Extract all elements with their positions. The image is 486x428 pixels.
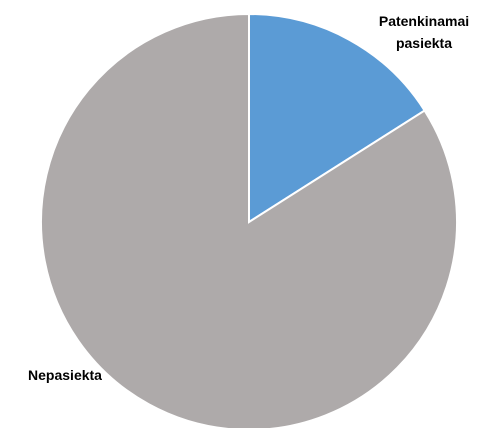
- pie-slice: [40, 12, 458, 428]
- slice-label: Patenkinamai pasiekta: [378, 13, 470, 51]
- pie-slice: [248, 12, 427, 224]
- slice-label: Nepasiekta: [28, 367, 102, 383]
